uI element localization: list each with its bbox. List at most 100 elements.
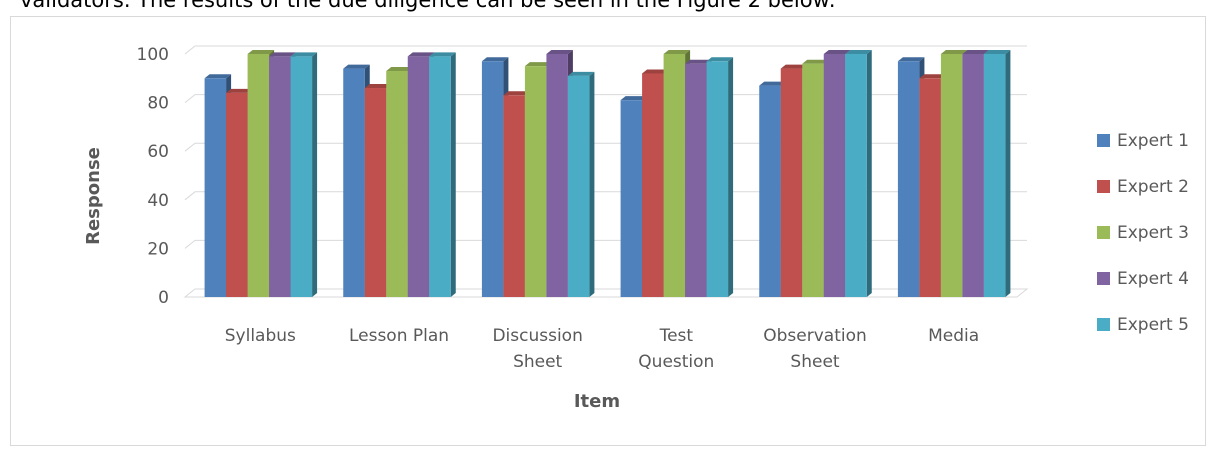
bar	[290, 52, 318, 298]
bar-front-face	[364, 88, 387, 298]
bar-front-face	[546, 54, 568, 297]
gridline	[184, 45, 1027, 55]
bar-top-face	[204, 74, 232, 79]
x-tick-label: Syllabus	[225, 326, 296, 346]
bar-top-face	[546, 50, 573, 54]
bar-top-face	[407, 52, 435, 57]
bar-front-face	[503, 95, 525, 297]
bar-top-face	[962, 50, 989, 54]
bar-front-face	[802, 63, 824, 297]
bar-side-face	[312, 52, 318, 298]
bar	[983, 50, 1011, 297]
legend: Expert 1 Expert 2 Expert 3 Expert 4 Expert 5	[1097, 131, 1189, 335]
x-tick-label-line: Observation	[763, 326, 867, 346]
bar-top-face	[663, 50, 691, 54]
y-tick-label: 100	[137, 45, 169, 65]
bar-top-face	[620, 96, 648, 101]
bar-chart: 0 20 40 60 80 100 Syllabus Lesson Plan Discussi…	[83, 45, 1189, 412]
x-axis: Syllabus Lesson Plan Discussion Sheet Test Qu…	[225, 326, 979, 372]
gridline	[184, 239, 1027, 249]
bar-top-face	[226, 88, 253, 93]
chart-area: 0 20 40 60 80 100 Syllabus Lesson Plan Discussi…	[10, 16, 1206, 446]
x-tick-label-line: Test	[659, 326, 694, 346]
bar-front-face	[759, 85, 781, 297]
legend-item: Expert 3	[1097, 223, 1189, 243]
legend-swatch	[1097, 180, 1110, 193]
bar-front-face	[204, 78, 227, 297]
bar-front-face	[343, 68, 365, 297]
bar-top-face	[524, 62, 552, 67]
bar-front-face	[386, 71, 408, 297]
bar-top-face	[823, 50, 851, 54]
legend-item: Expert 4	[1097, 269, 1189, 289]
bar-top-face	[685, 59, 712, 64]
x-tick-label-line: Lesson Plan	[349, 326, 449, 346]
bar-top-face	[780, 64, 808, 69]
x-tick-label-line: Syllabus	[225, 326, 296, 346]
x-tick-label: Test Question	[638, 326, 714, 372]
legend-swatch	[1097, 134, 1110, 147]
legend-item: Expert 1	[1097, 131, 1189, 151]
bar-top-face	[364, 84, 392, 89]
bar-top-face	[429, 52, 456, 57]
gridlines	[183, 45, 1029, 298]
bar-front-face	[685, 63, 707, 297]
bar-side-face	[1005, 50, 1011, 297]
bar	[706, 57, 734, 297]
bar-top-face	[503, 91, 530, 96]
legend-label: Expert 5	[1117, 315, 1189, 335]
x-tick-label: Discussion Sheet	[492, 326, 582, 372]
bar-top-face	[567, 71, 595, 76]
bar-front-face	[290, 56, 313, 298]
x-tick-label-line: Media	[928, 326, 979, 346]
bar-top-face	[481, 57, 509, 62]
x-tick-label: Lesson Plan	[349, 326, 449, 346]
bar-top-face	[919, 74, 946, 79]
chart-floor	[183, 288, 1029, 298]
gridline	[184, 94, 1027, 103]
bar-front-face	[940, 54, 963, 297]
y-axis: 0 20 40 60 80 100	[137, 45, 169, 308]
bar-front-face	[823, 54, 846, 297]
y-axis-title: Response	[83, 147, 104, 245]
bar-top-face	[940, 50, 968, 54]
bar-top-face	[343, 64, 370, 69]
bar-front-face	[845, 54, 867, 297]
bar	[567, 71, 595, 297]
bar-front-face	[226, 92, 248, 297]
y-tick-label: 20	[147, 239, 169, 259]
intro-text-line: validators. The results of the due dilig…	[20, 0, 836, 12]
bar-front-face	[567, 75, 590, 297]
bar-top-face	[802, 59, 829, 64]
y-tick-label: 0	[158, 288, 169, 308]
legend-swatch	[1097, 226, 1110, 239]
bar-side-face	[728, 57, 734, 297]
bar-top-face	[897, 57, 925, 62]
legend-label: Expert 3	[1117, 223, 1189, 243]
bar-front-face	[780, 68, 803, 297]
bar-top-face	[269, 52, 296, 57]
bar-top-face	[247, 50, 275, 54]
bar-front-face	[407, 56, 430, 298]
legend-label: Expert 4	[1117, 269, 1189, 289]
y-tick-label: 60	[147, 142, 169, 162]
bar-front-face	[247, 54, 270, 297]
bar-top-face	[759, 81, 786, 86]
bar-front-face	[642, 73, 664, 297]
bar-front-face	[524, 66, 547, 298]
x-axis-title: Item	[574, 391, 620, 412]
y-tick-label: 40	[147, 191, 169, 211]
bar-top-face	[642, 69, 669, 74]
bar-side-face	[450, 52, 456, 298]
x-tick-label-line: Discussion	[492, 326, 582, 346]
bar-front-face	[620, 100, 643, 297]
bar	[429, 52, 456, 298]
bar-front-face	[983, 54, 1006, 297]
bar-front-face	[663, 54, 686, 297]
bar-front-face	[269, 56, 291, 298]
bar-top-face	[386, 67, 413, 72]
bar-front-face	[481, 61, 504, 297]
bar-side-face	[866, 50, 872, 297]
legend-swatch	[1097, 318, 1110, 331]
gridline	[184, 142, 1027, 152]
